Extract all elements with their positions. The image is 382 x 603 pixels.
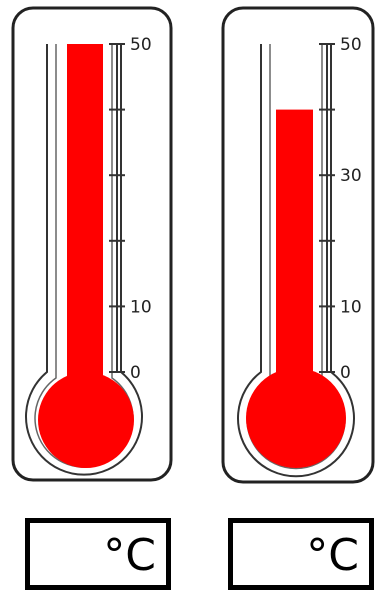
thermometer-2-ticks: 0 10 30 50 — [319, 35, 362, 383]
thermometer-2-tick-label-10: 10 — [340, 297, 362, 317]
thermometer-1-glass — [25, 44, 143, 476]
thermometer-1-tick-label-0: 0 — [130, 363, 141, 383]
thermometer-2-glass — [237, 44, 355, 478]
thermometer-2: 0 10 30 50 — [221, 6, 375, 484]
thermometer-1-ticks: 0 10 50 — [109, 35, 152, 383]
answer-box-2-unit: °C — [306, 530, 359, 581]
answer-box-1[interactable]: °C — [25, 518, 171, 590]
thermometer-2-tick-label-0: 0 — [340, 363, 351, 383]
thermometer-1: 0 10 50 — [11, 6, 173, 482]
thermometer-2-tick-label-30: 30 — [340, 166, 362, 186]
answer-box-1-unit: °C — [103, 530, 156, 581]
answer-box-2[interactable]: °C — [228, 518, 374, 590]
thermometer-2-liquid — [276, 109, 313, 420]
thermometer-1-tick-label-10: 10 — [130, 297, 152, 317]
thermometer-1-liquid — [67, 44, 103, 424]
thermometer-2-tick-label-50: 50 — [340, 35, 362, 55]
thermometer-1-tick-label-50: 50 — [130, 35, 152, 55]
